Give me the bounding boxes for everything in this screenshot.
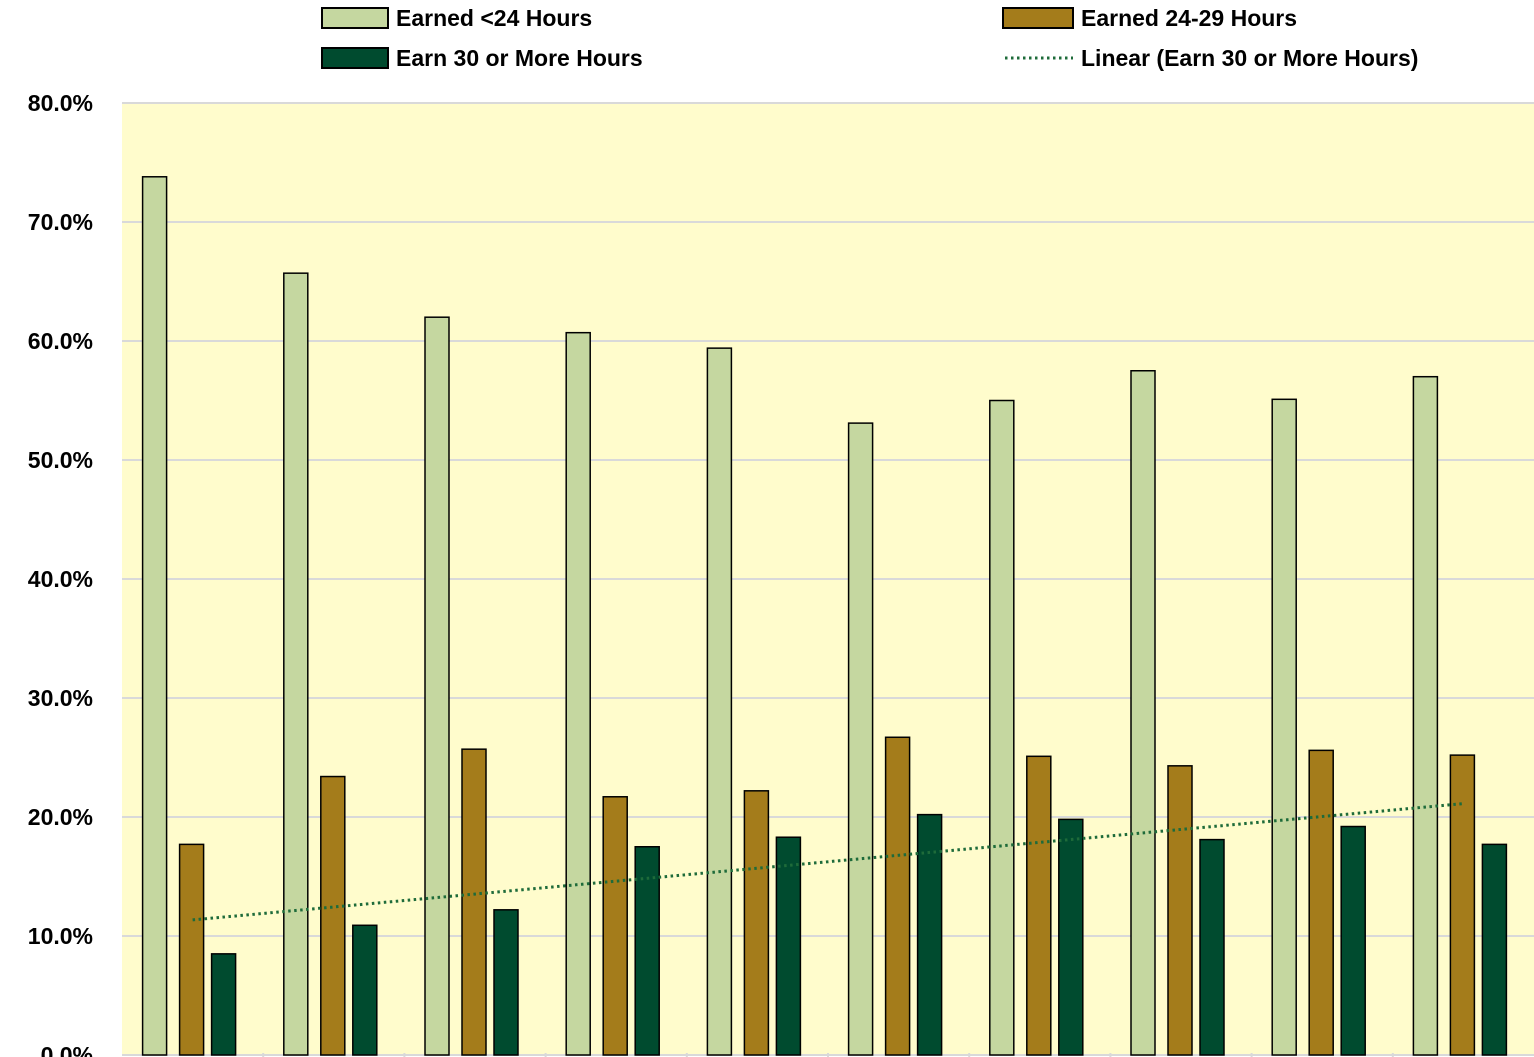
bar-earned-24-29-3 xyxy=(461,748,487,1056)
y-tick-label: 10.0% xyxy=(28,923,93,949)
bar-earned-under-24-10 xyxy=(1412,375,1439,1056)
bar-earn-30-or-more-1 xyxy=(210,953,237,1056)
y-tick-label: 40.0% xyxy=(28,566,93,592)
bar-earned-24-29-1 xyxy=(178,843,205,1056)
bar-earned-24-29-2 xyxy=(320,775,346,1056)
bar-earned-24-29-6 xyxy=(884,736,911,1056)
legend-item-earned-24-29[interactable]: Earned 24-29 Hours xyxy=(1002,5,1297,31)
y-tick-label: 0.0% xyxy=(41,1042,93,1057)
bar-earn-30-or-more-4 xyxy=(634,846,660,1056)
x-axis-ticks xyxy=(262,1053,1394,1057)
bar-earned-24-29-4 xyxy=(602,796,628,1056)
bar-earned-under-24-8 xyxy=(1130,370,1156,1056)
bar-earned-under-24-3 xyxy=(424,316,450,1056)
legend-item-earned-under-24[interactable]: Earned <24 Hours xyxy=(321,5,592,31)
bar-earned-24-29-7 xyxy=(1026,755,1052,1056)
trendline-group xyxy=(192,802,1464,922)
bar-earned-24-29-5 xyxy=(743,790,770,1056)
legend-label-earned-24-29: Earned 24-29 Hours xyxy=(1081,5,1297,31)
bar-earn-30-or-more-5 xyxy=(775,836,802,1056)
bar-earned-under-24-5 xyxy=(706,347,733,1056)
y-tick-label: 50.0% xyxy=(28,447,93,473)
bar-earned-under-24-4 xyxy=(565,331,591,1056)
y-tick-label: 20.0% xyxy=(28,804,93,830)
y-tick-label: 60.0% xyxy=(28,328,93,354)
legend-label-earned-under-24: Earned <24 Hours xyxy=(396,5,592,31)
bar-earn-30-or-more-8 xyxy=(1199,838,1225,1056)
bar-earn-30-or-more-10 xyxy=(1481,843,1508,1056)
bar-earned-under-24-6 xyxy=(847,422,874,1056)
bar-earned-24-29-8 xyxy=(1167,765,1193,1056)
legend-label-earn-30-or-more: Earn 30 or More Hours xyxy=(396,45,643,71)
trendline xyxy=(192,802,1464,922)
y-axis-ticks: 0.0% 10.0% 20.0% 30.0% 40.0% 50.0% 60.0% 70.0% 8… xyxy=(28,90,93,1057)
bar-earn-30-or-more-9 xyxy=(1340,825,1366,1056)
legend-item-earn-30-or-more[interactable]: Earn 30 or More Hours xyxy=(321,45,643,71)
y-tick-label: 70.0% xyxy=(28,209,93,235)
bar-earned-24-29-10 xyxy=(1449,754,1476,1056)
legend: Earned <24 Hours Earned 24-29 Hours Earn… xyxy=(321,5,1418,71)
y-tick-label: 30.0% xyxy=(28,685,93,711)
bar-earn-30-or-more-7 xyxy=(1058,818,1084,1056)
bar-earn-30-or-more-6 xyxy=(916,813,943,1056)
legend-swatch-earn-30-or-more xyxy=(321,47,389,69)
legend-swatch-earned-24-29 xyxy=(1002,7,1074,29)
bar-earn-30-or-more-2 xyxy=(352,924,378,1056)
legend-item-linear-trend[interactable]: Linear (Earn 30 or More Hours) xyxy=(1005,45,1418,71)
bar-earned-under-24-9 xyxy=(1271,398,1297,1056)
bar-earned-under-24-7 xyxy=(989,399,1015,1056)
bar-earned-under-24-1 xyxy=(141,176,168,1056)
y-tick-label: 80.0% xyxy=(28,90,93,116)
bar-earned-under-24-2 xyxy=(283,272,309,1056)
legend-swatch-earned-under-24 xyxy=(321,7,389,29)
legend-label-linear-trend: Linear (Earn 30 or More Hours) xyxy=(1081,45,1418,71)
bars xyxy=(141,176,1508,1056)
bar-earn-30-or-more-3 xyxy=(493,909,519,1056)
bar-earned-24-29-9 xyxy=(1308,749,1334,1056)
